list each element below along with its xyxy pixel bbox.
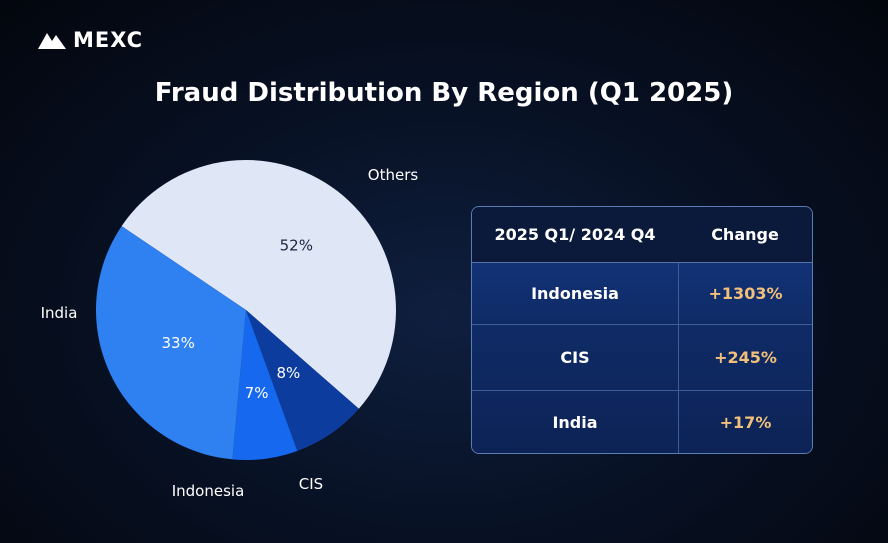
pie-value-label: 7% bbox=[245, 384, 269, 402]
table-cell-region: CIS bbox=[472, 325, 679, 390]
table-row: Indonesia +1303% bbox=[472, 263, 812, 325]
pie-category-label: Indonesia bbox=[172, 482, 245, 500]
mountain-logo-icon bbox=[38, 33, 66, 49]
table-row: India +17% bbox=[472, 391, 812, 453]
pie-value-label: 8% bbox=[277, 364, 301, 382]
table-cell-region: Indonesia bbox=[472, 263, 679, 324]
pie-category-label: India bbox=[41, 304, 78, 322]
chart-title: Fraud Distribution By Region (Q1 2025) bbox=[154, 78, 734, 108]
region-change-table: 2025 Q1/ 2024 Q4 Change Indonesia +1303%… bbox=[471, 206, 813, 454]
mexc-logo: MEXC bbox=[37, 28, 143, 52]
table-cell-change: +1303% bbox=[708, 284, 783, 303]
pie-slice-others bbox=[121, 159, 396, 409]
brand-name: MEXC bbox=[73, 28, 144, 52]
table-header-change: Change bbox=[711, 225, 779, 244]
table-cell-change: +17% bbox=[719, 412, 772, 432]
pie-value-label: 33% bbox=[162, 334, 195, 352]
table-row: CIS +245% bbox=[472, 325, 812, 391]
pie-category-label: CIS bbox=[299, 475, 323, 493]
pie-value-label: 52% bbox=[280, 237, 313, 255]
pie-slice-india bbox=[95, 226, 247, 460]
table-cell-region: India bbox=[472, 391, 679, 453]
table-header-row: 2025 Q1/ 2024 Q4 Change bbox=[472, 207, 812, 263]
table-cell-change: +245% bbox=[714, 348, 777, 367]
table-header-period: 2025 Q1/ 2024 Q4 bbox=[494, 225, 656, 244]
pie-slice-cis bbox=[246, 310, 359, 451]
pie-slice-indonesia bbox=[232, 310, 298, 460]
pie-category-label: Others bbox=[368, 166, 419, 184]
